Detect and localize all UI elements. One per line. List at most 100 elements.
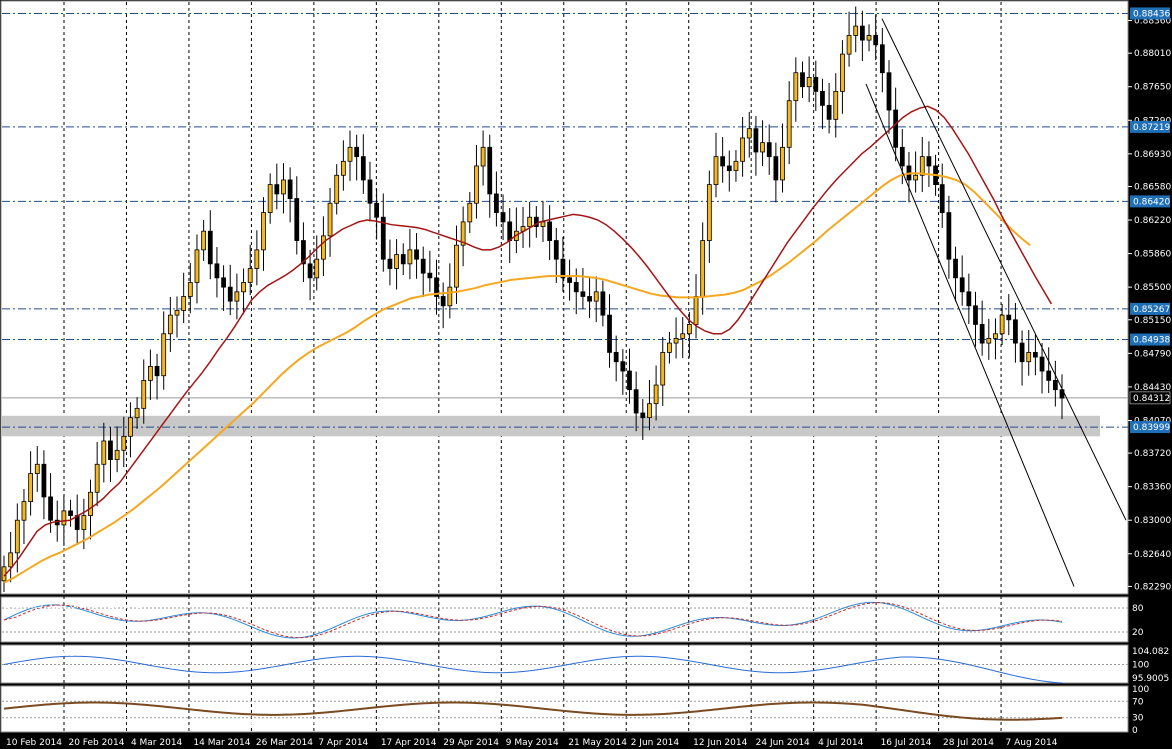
candle-body (81, 515, 87, 530)
candle-body (859, 25, 865, 41)
stoch-signal (3, 602, 1063, 639)
candle (21, 488, 27, 544)
price-tick-label: 0.84430 (1134, 383, 1171, 393)
candle-body (653, 384, 659, 405)
date-label: 29 Apr 2014 (443, 738, 499, 748)
candle-body (454, 244, 459, 288)
candle-body (480, 146, 486, 167)
candle (88, 479, 93, 540)
price-tick-label: 0.83360 (1134, 483, 1171, 493)
candle (820, 78, 825, 130)
candle-body (281, 179, 286, 195)
date-label: 10 Feb 2014 (6, 738, 62, 748)
chart-ohlc: 0.84330 0.84345 0.84288 0.84312 (90, 4, 265, 15)
candle-body (620, 361, 626, 372)
candle-body (187, 282, 193, 297)
channel-upper (881, 18, 1127, 521)
candle-body (134, 407, 140, 419)
candle (913, 151, 918, 193)
candle (660, 337, 666, 407)
date-axis: 10 Feb 2014 20 Feb 2014 4 Mar 2014 14 Mar 2… (6, 738, 1058, 748)
price-tick-label: 0.86930 (1134, 150, 1171, 160)
candle (314, 235, 320, 291)
candle-body (1039, 356, 1045, 372)
price-tick-label: 0.87650 (1134, 83, 1171, 93)
candle (753, 116, 759, 176)
candle-body (360, 156, 366, 181)
candle (733, 150, 739, 182)
candle (953, 246, 958, 302)
price-tick-label: 0.85860 (1134, 250, 1171, 260)
current-tag-label: 0.84312 (1133, 394, 1170, 404)
date-label: 24 Jun 2014 (756, 738, 810, 748)
channel-lower (865, 83, 1075, 587)
candle (367, 161, 373, 222)
stochastic-indicator: 80 20 (2, 601, 1144, 639)
candle (766, 124, 772, 175)
date-label: 9 May 2014 (506, 738, 559, 748)
candle-body (434, 277, 439, 297)
candle (241, 268, 246, 315)
level-tags: 0.88436 0.87219 0.86420 0.85267 0.84938 0.839… (1129, 7, 1170, 434)
momentum-indicator: 104.082 100 95.9005 (2, 647, 1169, 684)
stoch-pane[interactable] (0, 596, 1129, 643)
candle (327, 187, 333, 257)
candle-body (979, 324, 985, 344)
candle-body (893, 109, 899, 148)
candle-body (926, 156, 932, 167)
candle-body (733, 160, 739, 172)
candle-body (474, 165, 479, 204)
candle-body (953, 258, 958, 279)
candle-body (14, 519, 20, 554)
candle (500, 194, 506, 241)
candle (800, 61, 805, 98)
candle (181, 272, 187, 324)
candle (853, 6, 859, 53)
candle (354, 134, 360, 181)
candle (141, 359, 147, 424)
date-label: 7 Apr 2014 (318, 738, 368, 748)
candle (986, 318, 992, 360)
candle (427, 250, 433, 292)
candle-body (806, 76, 812, 88)
candle (207, 210, 213, 280)
price-tick-label: 0.86220 (1134, 216, 1171, 226)
candle (1013, 303, 1018, 363)
candle (167, 296, 173, 352)
mom-tick: 104.082 (1132, 647, 1169, 657)
level-tag-bg (1130, 421, 1170, 434)
candle (846, 11, 852, 67)
candle (939, 163, 945, 228)
candle-body (227, 286, 233, 302)
candle-body (201, 230, 207, 251)
candle-body (247, 268, 253, 283)
date-label: 2 Jun 2014 (631, 738, 680, 748)
candle (394, 239, 399, 290)
candle (294, 176, 300, 255)
candle (68, 499, 73, 527)
candle-body (640, 412, 646, 419)
candle-body (327, 202, 333, 237)
candle-body (420, 258, 426, 274)
date-label: 28 Jul 2014 (943, 738, 994, 748)
candle (227, 264, 233, 316)
candle (946, 195, 952, 279)
candle (420, 246, 426, 297)
candle (806, 56, 812, 103)
candle (154, 353, 160, 400)
candle-body (148, 365, 153, 381)
candle-body (101, 440, 107, 465)
candle (813, 60, 819, 111)
price-tick-label: 0.82290 (1134, 582, 1171, 592)
candle-body (939, 184, 945, 213)
candle-body (753, 128, 759, 153)
candle-body (600, 291, 606, 316)
candle (926, 141, 932, 187)
candle-body (673, 338, 679, 344)
candle (387, 239, 393, 286)
price-tick-label: 0.85150 (1134, 316, 1171, 326)
candle (859, 10, 865, 62)
candle (873, 14, 879, 61)
candle-body (919, 156, 925, 176)
